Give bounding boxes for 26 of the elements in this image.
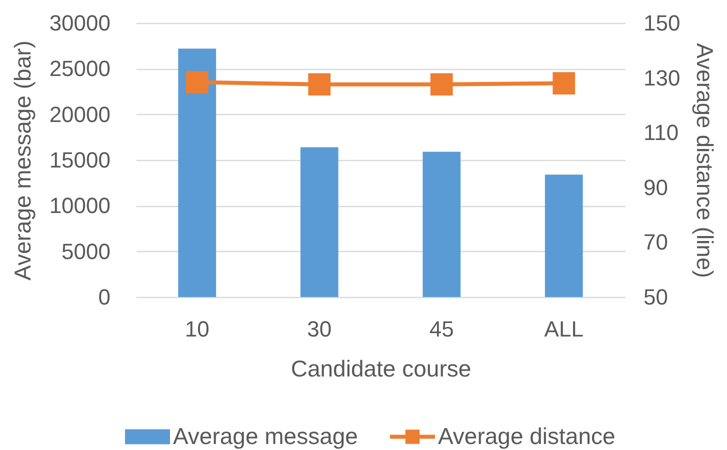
x-tick-label: ALL [544, 316, 584, 342]
x-axis-title: Candidate course [290, 356, 472, 382]
x-tick-label: 30 [307, 316, 332, 342]
legend-label: Average distance [438, 422, 616, 449]
y2-tick-label: 110 [644, 120, 679, 146]
legend-label: Average message [173, 422, 358, 449]
y-tick-label: 10000 [49, 193, 110, 218]
bar [300, 147, 338, 297]
y2-tick-label: 130 [644, 65, 680, 90]
y-tick-label: 5000 [62, 238, 110, 264]
y2-tick-label: 50 [644, 284, 668, 310]
y-axis-title: Average message (bar) [9, 40, 36, 280]
y-tick-label: 0 [98, 284, 110, 310]
y-tick-label: 25000 [49, 56, 110, 82]
y-tick-label: 20000 [49, 102, 110, 127]
y2-tick-label: 70 [644, 230, 668, 255]
bar [178, 48, 216, 297]
x-tick-label: 45 [429, 316, 454, 342]
y2-tick-label: 150 [644, 10, 680, 36]
y2-axis-title: Average distance (line) [692, 43, 718, 278]
y2-tick-label: 90 [644, 174, 668, 200]
bar [544, 174, 583, 297]
bar [422, 152, 461, 297]
x-tick-label: 10 [184, 316, 210, 342]
y-tick-label: 30000 [49, 10, 110, 36]
y-tick-label: 15000 [49, 148, 110, 172]
